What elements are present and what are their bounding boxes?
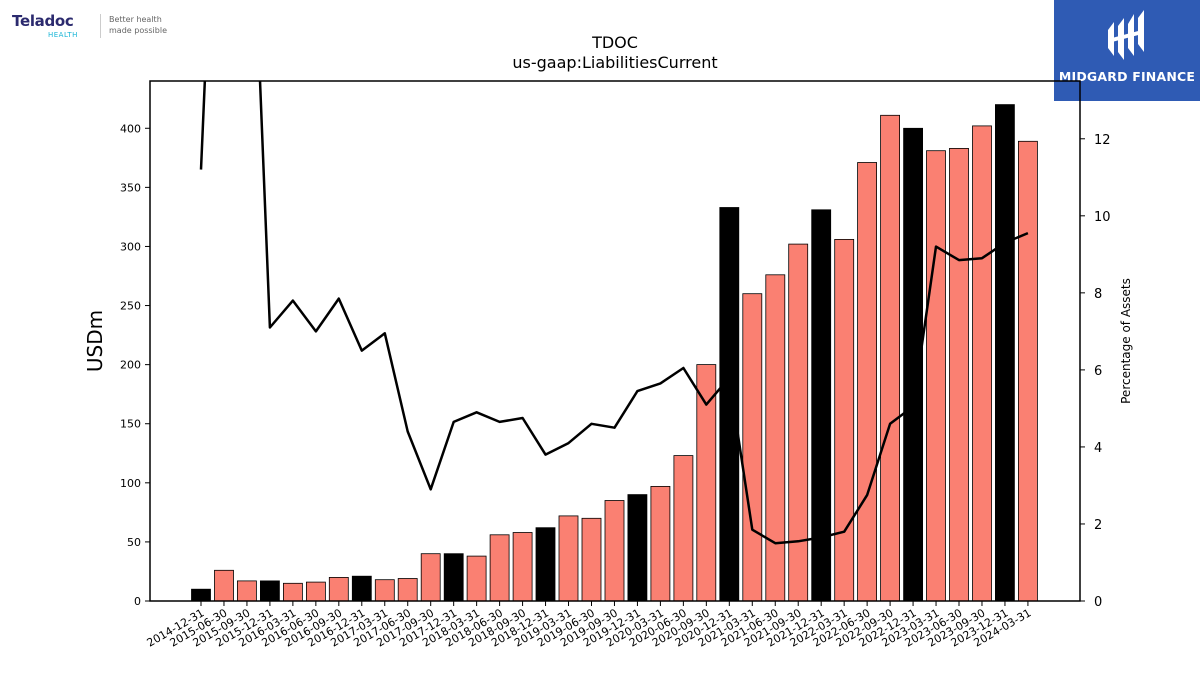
bar-2021-03-31 [742, 293, 763, 601]
bar-2018-12-31 [535, 527, 556, 601]
bar-2022-06-30 [857, 162, 877, 601]
chart-title: TDOC [591, 33, 638, 52]
midgard-finance-logo: MIDGARD FINANCE [1054, 0, 1200, 101]
y2-axis-label: Percentage of Assets [1119, 278, 1133, 404]
bar-2015-12-31 [259, 580, 280, 601]
bar-2017-12-31 [443, 553, 464, 601]
x-axis: 2014-12-312015-06-302015-09-302015-12-31… [145, 601, 1033, 650]
bar-2018-06-30 [489, 534, 510, 601]
bar-2017-06-30 [397, 578, 418, 601]
teladoc-tagline-2: made possible [109, 26, 167, 35]
y-tick-label: 250 [120, 300, 141, 313]
bar-2022-09-30 [880, 114, 900, 601]
y-axis-label: USDm [83, 310, 107, 372]
teladoc-brand-sub: HEALTH [48, 31, 78, 39]
chart-subtitle: us-gaap:LiabilitiesCurrent [512, 53, 717, 72]
y-tick-label: 200 [120, 359, 141, 372]
bar-2019-06-30 [581, 517, 602, 601]
y2-tick-label: 10 [1094, 210, 1111, 225]
y2-tick-label: 6 [1094, 364, 1102, 379]
bar-2020-03-31 [650, 485, 671, 601]
bar-series [191, 104, 1038, 601]
y-tick-label: 0 [134, 595, 141, 608]
midgard-finance-name: MIDGARD FINANCE [1058, 69, 1196, 84]
bar-2019-03-31 [558, 515, 579, 601]
bar-2023-03-31 [926, 150, 946, 601]
teladoc-brand-text: Teladoc [12, 12, 74, 30]
bar-2014-12-31 [191, 588, 211, 601]
pct-assets-line [199, 81, 1029, 545]
y-tick-label: 150 [120, 418, 141, 431]
bar-2021-09-30 [788, 243, 809, 601]
y-tick-label: 300 [120, 240, 141, 253]
bar-2019-12-31 [627, 494, 648, 601]
y2-tick-label: 4 [1094, 441, 1102, 456]
y2-tick-label: 8 [1094, 287, 1102, 302]
bar-2022-12-31 [903, 127, 923, 601]
bar-2020-06-30 [673, 455, 694, 601]
bar-2016-12-31 [351, 575, 372, 601]
bar-2015-06-30 [214, 569, 234, 601]
bar-2016-03-31 [282, 582, 303, 601]
y-axis-left: 0 50 100 150 200 250 300 350 400 [120, 122, 150, 608]
teladoc-logo: Teladoc HEALTH Better health made possib… [12, 12, 172, 42]
bar-2023-06-30 [949, 147, 969, 601]
bar-2018-09-30 [512, 532, 533, 601]
bar-2019-09-30 [604, 500, 625, 601]
y-tick-label: 50 [127, 536, 141, 549]
bar-2016-06-30 [305, 581, 326, 601]
bar-2022-03-31 [834, 238, 855, 601]
line-series [199, 81, 1029, 545]
y-tick-label: 400 [120, 122, 141, 135]
y2-tick-label: 12 [1094, 133, 1111, 148]
bar-2023-12-31 [995, 104, 1015, 601]
bar-2021-06-30 [765, 274, 786, 601]
bar-2017-03-31 [374, 579, 395, 601]
plot-frame [149, 80, 1081, 602]
y-tick-label: 100 [120, 477, 141, 490]
logo-divider [100, 14, 101, 38]
y-tick-label: 350 [120, 181, 141, 194]
bar-2015-09-30 [236, 580, 257, 601]
bar-2023-09-30 [972, 125, 992, 601]
bar-2024-03-31 [1018, 140, 1038, 601]
teladoc-tagline-1: Better health [109, 15, 162, 24]
midgard-mark-icon [1108, 10, 1144, 60]
y-axis-right: 0 2 4 6 8 10 12 [1080, 133, 1111, 610]
y2-tick-label: 2 [1094, 518, 1102, 533]
bar-2016-09-30 [328, 577, 349, 601]
bar-2020-09-30 [696, 364, 717, 601]
bar-2018-03-31 [466, 555, 487, 601]
bar-2017-09-30 [420, 553, 441, 601]
bar-2021-12-31 [811, 209, 832, 601]
bar-2020-12-31 [719, 207, 740, 601]
y2-tick-label: 0 [1094, 595, 1102, 610]
